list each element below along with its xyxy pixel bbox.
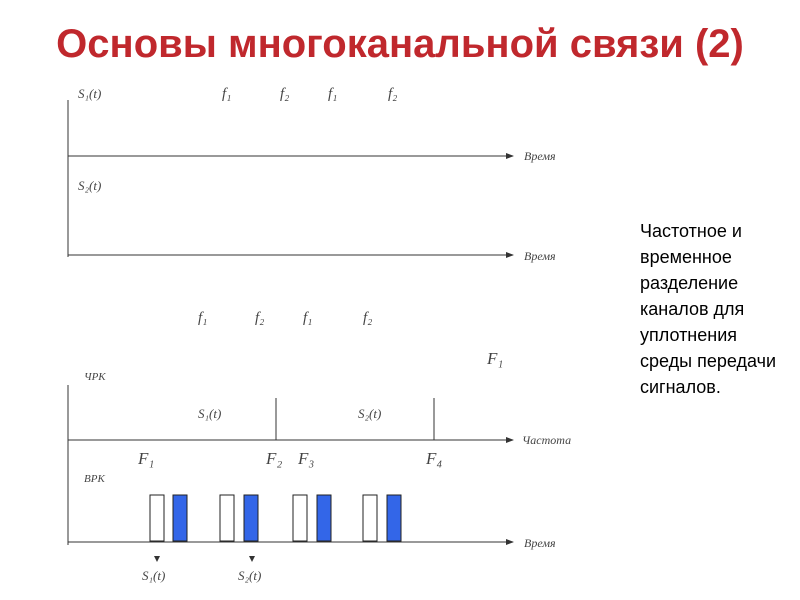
page-title: Основы многоканальной связи (2) [56,22,744,66]
label-F4: F₄ [425,449,442,468]
label-f2-top-b: f₂ [388,86,397,102]
label-time-1: Время [524,149,556,163]
pulse-s2-4 [386,494,402,542]
label-f2-mid-a: f₂ [255,310,264,326]
label-F2: F₂ [265,449,282,468]
label-f2-top-a: f₂ [280,86,289,102]
pulse-s1-4 [362,494,378,542]
pulse-s1-2 [219,494,235,542]
label-time-3: Время [524,536,556,550]
label-F3: F₃ [297,449,314,468]
label-s2-band: S₂(t) [358,406,381,421]
label-s1-band: S₁(t) [198,406,221,421]
label-time-2: Время [524,249,556,263]
label-freq: Частота [522,433,571,447]
pulse-s1-3 [292,494,308,542]
arrow-s2-marker [249,556,255,562]
tdm-pulses [149,494,402,542]
label-s2-top: S₂(t) [78,178,101,193]
label-fdm: ЧРК [84,371,106,383]
label-f2-mid-b: f₂ [363,310,372,326]
arrow-s1-marker [154,556,160,562]
label-s1-bottom: S₁(t) [142,568,165,583]
pulse-s2-2 [243,494,259,542]
label-f1-top-a: f₁ [222,86,231,102]
label-F1-right: F₁ [486,349,503,368]
pulse-s2-1 [172,494,188,542]
pulse-s2-3 [316,494,332,542]
label-tdm: ВРК [84,473,105,485]
label-f1-mid-b: f₁ [303,310,312,326]
pulse-s1-1 [149,494,165,542]
label-s1-top: S₁(t) [78,86,101,101]
description-text: Частотное и временное разделение каналов… [640,221,777,397]
label-f1-mid-a: f₁ [198,310,207,326]
label-F1: F₁ [137,449,154,468]
label-f1-top-b: f₁ [328,86,337,102]
label-s2-bottom: S₂(t) [238,568,261,583]
